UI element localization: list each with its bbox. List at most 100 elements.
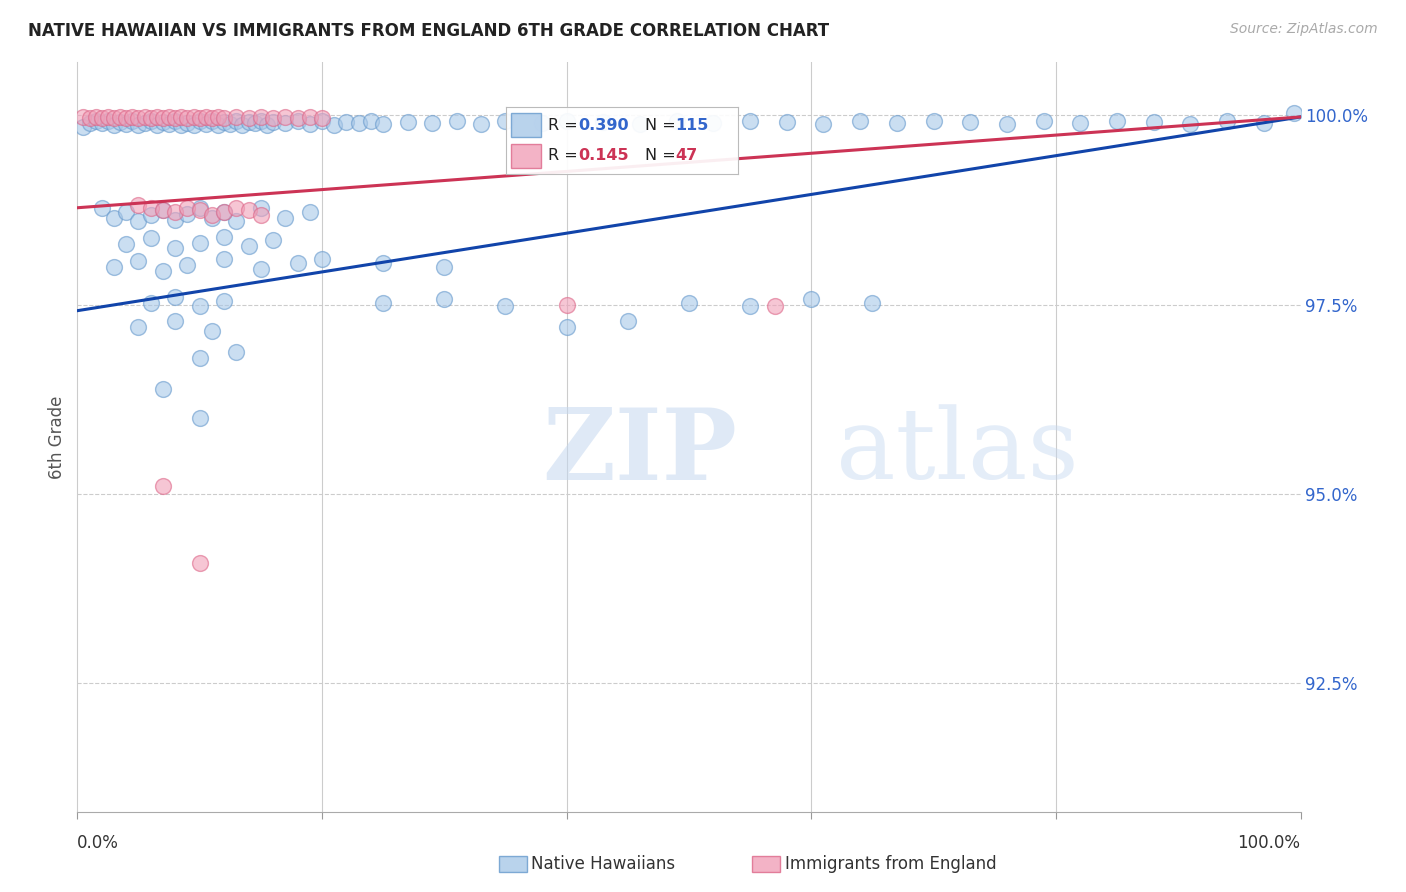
Point [212,229,235,244]
Point [250,113,273,128]
Point [371,117,394,131]
Point [238,115,260,129]
Point [176,207,198,221]
Point [188,202,211,217]
Point [176,111,198,125]
Point [433,292,456,306]
Point [225,201,247,215]
Point [1284,106,1306,120]
Point [115,205,138,219]
Point [103,211,125,225]
Point [84,113,107,128]
Text: R =: R = [548,118,578,133]
Point [79,111,101,125]
Point [995,117,1018,131]
Point [152,111,174,125]
Point [103,260,125,274]
Point [207,110,229,124]
Point [225,214,247,228]
Point [225,344,247,359]
Point [90,116,112,130]
Point [201,211,224,225]
Point [433,260,456,274]
Point [84,110,107,124]
Point [396,115,419,129]
Point [72,120,94,134]
Point [371,256,394,270]
Point [335,115,357,129]
Point [256,118,278,132]
Text: R =: R = [548,148,578,163]
Point [311,114,333,128]
Point [183,110,205,124]
Point [274,110,297,124]
Point [79,116,101,130]
Point [90,201,112,215]
Point [1253,116,1275,130]
Point [165,205,187,219]
Text: Native Hawaiians: Native Hawaiians [531,855,676,873]
Point [165,241,187,255]
Point [555,298,578,312]
Point [298,205,321,219]
Point [311,111,333,125]
Point [90,111,112,125]
Point [188,411,211,425]
Point [287,256,309,270]
Point [194,110,217,124]
Point [201,324,224,338]
Point [628,117,651,131]
Point [212,252,235,267]
Point [176,116,198,130]
FancyBboxPatch shape [510,144,541,168]
Point [165,290,187,304]
Point [287,111,309,125]
Point [800,292,823,306]
Point [274,211,297,225]
Point [250,208,273,222]
Text: 0.0%: 0.0% [77,834,120,852]
Text: 47: 47 [675,148,697,163]
Point [146,110,169,124]
Point [1216,114,1239,128]
Point [139,296,162,310]
Text: 0.390: 0.390 [578,118,628,133]
Text: 0.145: 0.145 [578,148,628,163]
Point [371,296,394,310]
Point [274,116,297,130]
Point [201,113,224,128]
Point [152,115,174,129]
Point [115,111,138,125]
Point [740,113,762,128]
Text: 115: 115 [675,118,709,133]
Point [121,110,143,124]
Point [886,116,908,130]
Text: NATIVE HAWAIIAN VS IMMIGRANTS FROM ENGLAND 6TH GRADE CORRELATION CHART: NATIVE HAWAIIAN VS IMMIGRANTS FROM ENGLA… [28,22,830,40]
Point [298,117,321,131]
Point [139,231,162,245]
Point [165,111,187,125]
Point [139,208,162,222]
Point [250,201,273,215]
FancyBboxPatch shape [510,113,541,137]
Point [170,110,193,124]
Point [763,299,786,313]
Point [555,113,578,128]
Point [127,214,149,228]
Point [170,118,193,132]
Point [238,111,260,125]
Text: ZIP: ZIP [543,403,737,500]
Point [231,118,253,132]
Point [776,115,799,129]
Point [347,116,370,130]
Point [127,320,149,334]
Point [146,118,169,132]
Text: Source: ZipAtlas.com: Source: ZipAtlas.com [1230,22,1378,37]
Point [225,110,247,124]
Point [1069,116,1091,130]
Point [165,113,187,128]
Point [1107,113,1129,128]
Point [188,114,211,128]
Point [250,262,273,277]
Point [139,113,162,128]
